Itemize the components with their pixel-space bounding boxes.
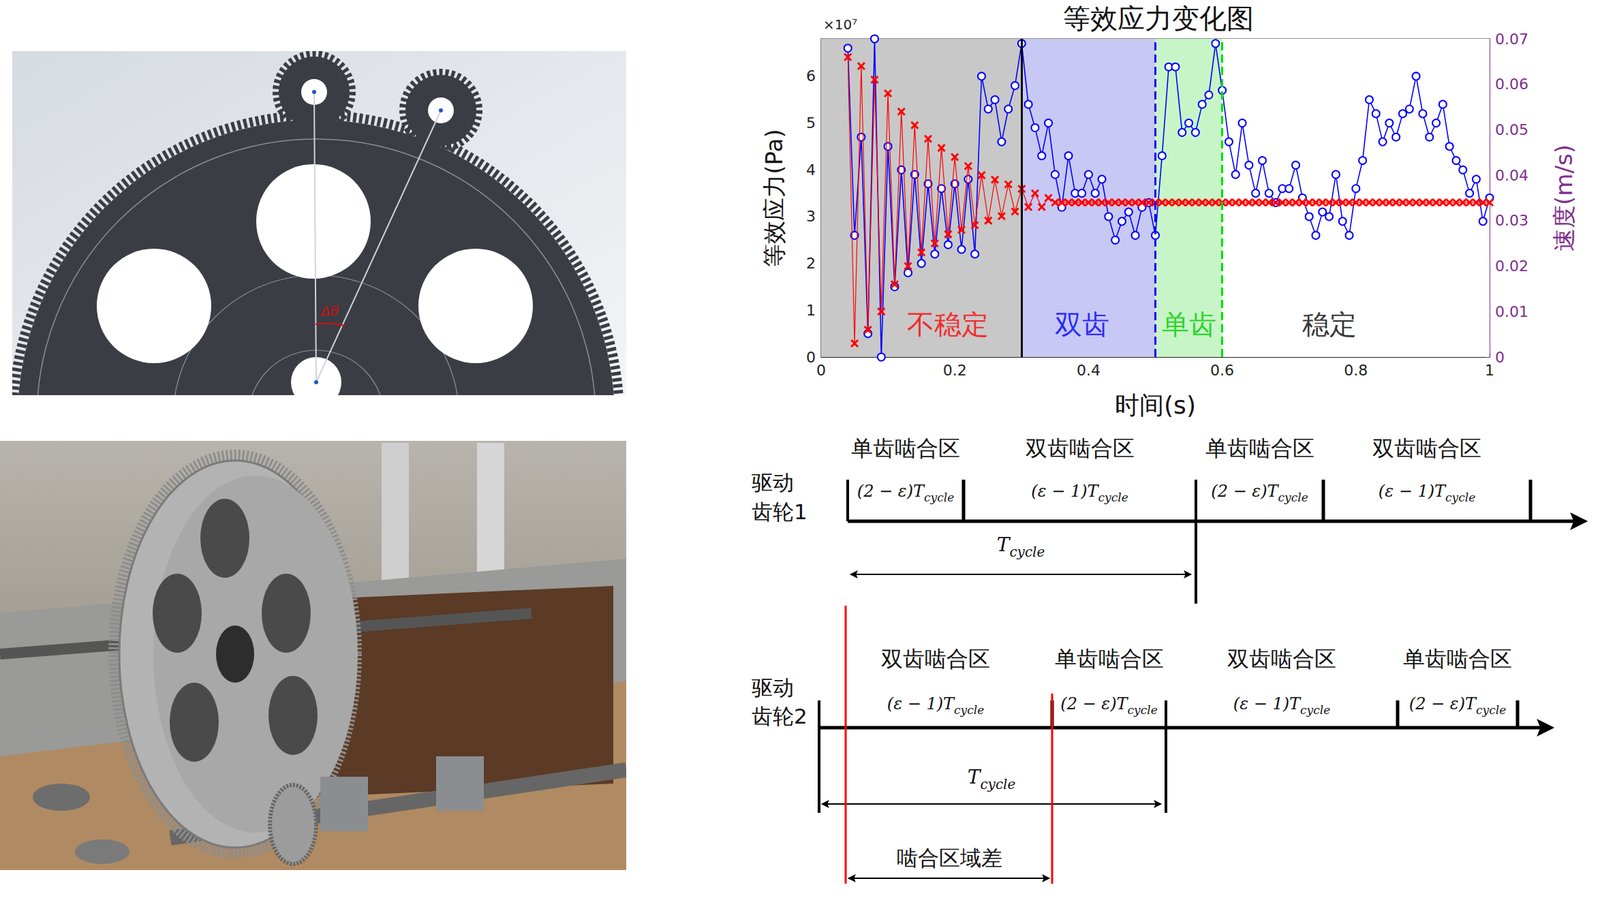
svg-text:0: 0 bbox=[1495, 348, 1505, 366]
svg-text:单齿: 单齿 bbox=[1161, 308, 1217, 341]
svg-text:(ε − 1)Tcycle: (ε − 1)Tcycle bbox=[1378, 481, 1476, 505]
svg-text:0.6: 0.6 bbox=[1210, 361, 1235, 379]
svg-text:Tcycle: Tcycle bbox=[996, 533, 1046, 561]
svg-text:等效应力(Pa): 等效应力(Pa) bbox=[760, 128, 788, 267]
svg-text:3: 3 bbox=[806, 207, 816, 225]
svg-text:Δθ: Δθ bbox=[319, 302, 339, 319]
svg-text:(2 − ε)Tcycle: (2 − ε)Tcycle bbox=[1409, 694, 1506, 717]
svg-text:双齿啮合区: 双齿啮合区 bbox=[1025, 435, 1135, 462]
svg-text:2: 2 bbox=[806, 254, 816, 272]
svg-text:Tcycle: Tcycle bbox=[967, 765, 1017, 793]
svg-text:驱动: 驱动 bbox=[751, 675, 794, 700]
svg-text:0: 0 bbox=[816, 361, 826, 379]
svg-text:单齿啮合区: 单齿啮合区 bbox=[1403, 645, 1513, 672]
svg-text:(2 − ε)Tcycle: (2 − ε)Tcycle bbox=[1060, 694, 1158, 717]
svg-text:齿轮1: 齿轮1 bbox=[751, 499, 808, 525]
svg-text:0.02: 0.02 bbox=[1495, 257, 1529, 275]
svg-text:双齿啮合区: 双齿啮合区 bbox=[1372, 435, 1482, 462]
svg-text:0.07: 0.07 bbox=[1495, 30, 1529, 48]
svg-text:时间(s): 时间(s) bbox=[1114, 391, 1196, 420]
svg-text:双齿: 双齿 bbox=[1054, 308, 1110, 341]
svg-text:双齿啮合区: 双齿啮合区 bbox=[1227, 645, 1337, 672]
svg-text:0.8: 0.8 bbox=[1343, 361, 1368, 379]
svg-text:(2 − ε)Tcycle: (2 − ε)Tcycle bbox=[857, 481, 955, 505]
svg-text:0.05: 0.05 bbox=[1495, 121, 1529, 139]
svg-text:双齿啮合区: 双齿啮合区 bbox=[881, 645, 991, 672]
svg-text:×10⁷: ×10⁷ bbox=[823, 16, 858, 33]
svg-text:0.2: 0.2 bbox=[943, 361, 967, 379]
svg-text:单齿啮合区: 单齿啮合区 bbox=[851, 435, 961, 462]
svg-text:0.01: 0.01 bbox=[1495, 303, 1529, 321]
svg-text:5: 5 bbox=[806, 114, 816, 132]
svg-text:0.03: 0.03 bbox=[1495, 211, 1529, 229]
svg-text:齿轮2: 齿轮2 bbox=[751, 703, 808, 729]
svg-text:等效应力变化图: 等效应力变化图 bbox=[1063, 2, 1254, 35]
svg-text:不稳定: 不稳定 bbox=[906, 308, 989, 341]
svg-text:4: 4 bbox=[806, 161, 816, 179]
svg-text:(ε − 1)Tcycle: (ε − 1)Tcycle bbox=[1233, 694, 1331, 717]
svg-text:0.4: 0.4 bbox=[1076, 361, 1101, 379]
svg-text:稳定: 稳定 bbox=[1302, 308, 1357, 341]
svg-text:1: 1 bbox=[806, 301, 816, 319]
svg-text:(ε − 1)Tcycle: (ε − 1)Tcycle bbox=[887, 694, 984, 717]
svg-text:1: 1 bbox=[1484, 361, 1495, 379]
svg-text:(2 − ε)Tcycle: (2 − ε)Tcycle bbox=[1210, 481, 1308, 505]
svg-text:0.06: 0.06 bbox=[1495, 75, 1529, 93]
svg-text:0.04: 0.04 bbox=[1495, 166, 1529, 184]
svg-text:单齿啮合区: 单齿啮合区 bbox=[1054, 645, 1164, 672]
svg-text:6: 6 bbox=[806, 67, 816, 85]
svg-text:速度(m/s): 速度(m/s) bbox=[1550, 144, 1578, 252]
svg-text:驱动: 驱动 bbox=[751, 470, 794, 495]
svg-text:(ε − 1)Tcycle: (ε − 1)Tcycle bbox=[1031, 481, 1128, 505]
svg-text:单齿啮合区: 单齿啮合区 bbox=[1205, 435, 1315, 462]
svg-text:啮合区域差: 啮合区域差 bbox=[896, 845, 1003, 871]
svg-text:0: 0 bbox=[806, 348, 816, 366]
